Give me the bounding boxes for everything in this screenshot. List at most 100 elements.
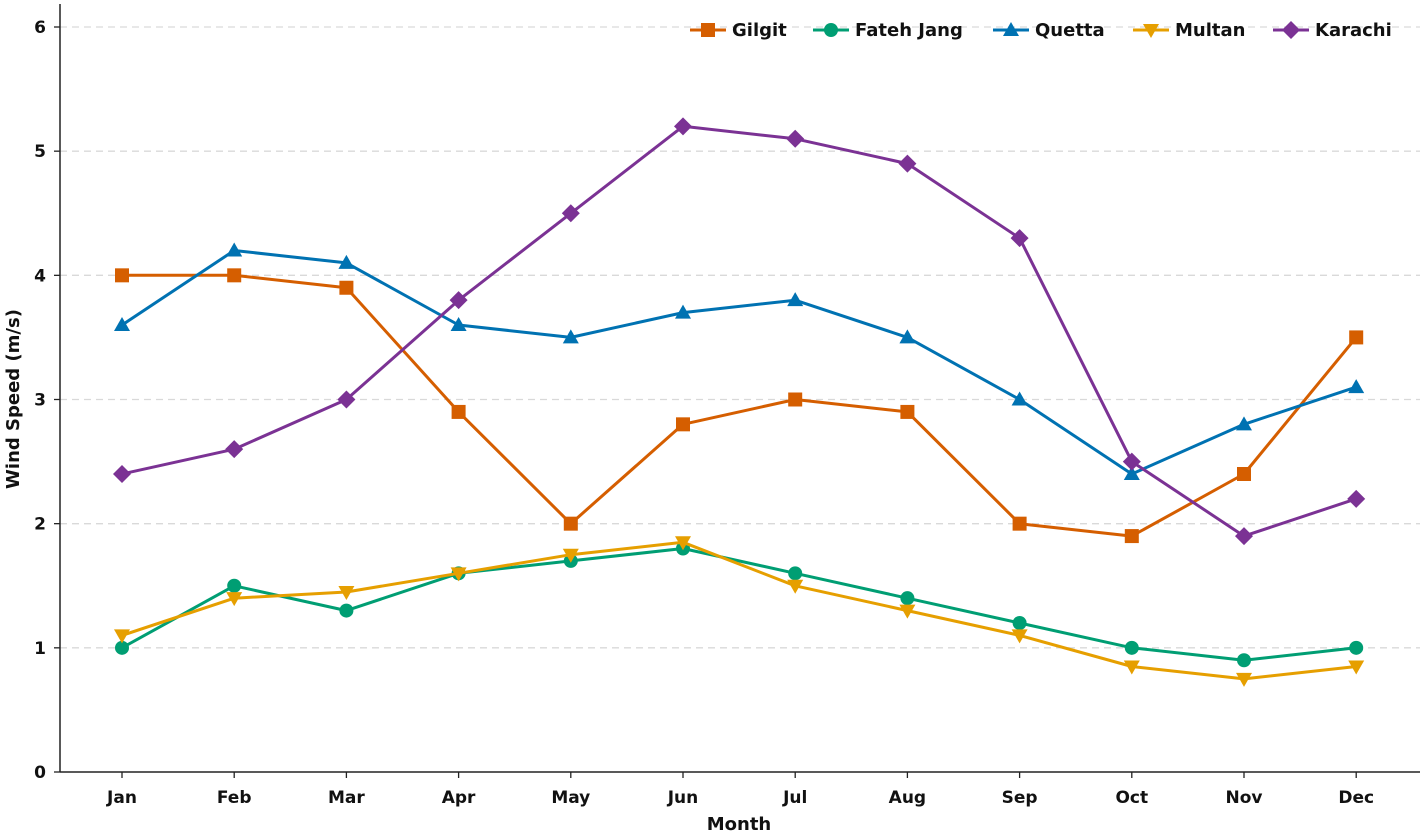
data-point bbox=[226, 242, 243, 257]
x-tick-label: Jun bbox=[667, 788, 699, 808]
data-point bbox=[1236, 672, 1252, 687]
data-point bbox=[674, 117, 692, 136]
data-point bbox=[338, 585, 355, 600]
series-line bbox=[121, 547, 1357, 662]
x-tick-label: Feb bbox=[217, 788, 252, 808]
data-point bbox=[1010, 229, 1029, 248]
data-point bbox=[787, 292, 804, 307]
data-point bbox=[1235, 527, 1253, 546]
legend-marker bbox=[701, 23, 715, 37]
x-tick-label: Jul bbox=[782, 788, 807, 808]
x-tick-label: Jan bbox=[106, 788, 137, 808]
data-point bbox=[1349, 330, 1364, 345]
data-point bbox=[900, 591, 915, 606]
series-line bbox=[121, 249, 1357, 476]
data-point bbox=[1011, 629, 1028, 644]
data-point bbox=[115, 268, 129, 283]
data-point bbox=[900, 404, 915, 419]
series-gilgit bbox=[115, 268, 1364, 544]
y-tick-label: 1 bbox=[34, 639, 46, 659]
data-point bbox=[1123, 660, 1140, 675]
data-point bbox=[1237, 467, 1251, 481]
legend-marker bbox=[1282, 21, 1300, 39]
y-tick-label: 3 bbox=[34, 391, 46, 411]
data-point bbox=[788, 392, 803, 407]
data-point bbox=[562, 329, 579, 344]
series-multan bbox=[114, 536, 1365, 687]
y-tick-label: 6 bbox=[34, 18, 46, 38]
legend-label: Gilgit bbox=[732, 20, 787, 41]
series-line bbox=[121, 540, 1357, 681]
data-point bbox=[227, 268, 242, 283]
data-point bbox=[899, 329, 916, 344]
x-tick-label: Nov bbox=[1226, 788, 1263, 808]
y-axis-ticks: 0 1 2 3 4 5 6 bbox=[34, 18, 60, 783]
data-point bbox=[899, 604, 916, 619]
data-point bbox=[786, 129, 805, 148]
data-point bbox=[562, 548, 579, 563]
x-tick-label: May bbox=[551, 788, 590, 808]
data-point bbox=[675, 536, 691, 551]
legend-marker bbox=[824, 23, 838, 37]
data-point bbox=[563, 516, 578, 531]
data-point bbox=[114, 317, 130, 331]
data-point bbox=[1012, 516, 1027, 531]
legend-marker bbox=[1003, 22, 1019, 36]
x-tick-label: Dec bbox=[1338, 788, 1374, 808]
data-point bbox=[561, 204, 580, 223]
x-axis-ticks: Jan Feb Mar Apr May Jun Jul Aug Sep Oct Nov Dec bbox=[106, 772, 1374, 808]
x-tick-label: Oct bbox=[1115, 788, 1148, 808]
legend-item: Karachi bbox=[1273, 20, 1392, 41]
data-point bbox=[1122, 452, 1141, 471]
data-point bbox=[898, 154, 917, 173]
series-fateh-jang bbox=[115, 541, 1364, 668]
data-point bbox=[1124, 529, 1139, 544]
y-tick-label: 2 bbox=[34, 515, 46, 535]
series-line bbox=[122, 273, 1358, 538]
data-point bbox=[339, 603, 354, 618]
x-axis-title: Month bbox=[707, 814, 772, 834]
data-point bbox=[787, 579, 804, 594]
data-point bbox=[1123, 466, 1140, 480]
data-point bbox=[227, 578, 242, 593]
data-point bbox=[1237, 653, 1251, 668]
data-point bbox=[449, 291, 468, 310]
axes bbox=[59, 4, 1420, 773]
legend-item: Fateh Jang bbox=[813, 20, 963, 41]
x-tick-label: Aug bbox=[889, 788, 926, 808]
series-quetta bbox=[114, 242, 1365, 480]
legend-label: Multan bbox=[1175, 20, 1245, 41]
data-point bbox=[1348, 379, 1365, 394]
series-group bbox=[113, 117, 1366, 687]
legend: Gilgit Fateh Jang Quetta Multan Karachi bbox=[690, 20, 1392, 41]
legend-marker bbox=[1143, 24, 1159, 38]
x-tick-label: Sep bbox=[1002, 788, 1038, 808]
data-point bbox=[1011, 391, 1028, 406]
x-tick-label: Apr bbox=[442, 788, 476, 808]
y-tick-label: 4 bbox=[34, 266, 46, 286]
legend-label: Karachi bbox=[1315, 20, 1392, 41]
data-point bbox=[115, 640, 129, 655]
data-point bbox=[225, 440, 244, 459]
data-point bbox=[451, 404, 466, 419]
x-tick-label: Mar bbox=[328, 788, 365, 808]
data-point bbox=[114, 629, 130, 644]
data-point bbox=[675, 304, 691, 319]
data-point bbox=[1012, 616, 1027, 630]
data-point bbox=[339, 280, 354, 295]
grid-lines bbox=[60, 26, 1420, 649]
legend-label: Quetta bbox=[1035, 20, 1105, 41]
data-point bbox=[1347, 489, 1366, 508]
data-point bbox=[338, 254, 355, 269]
data-point bbox=[1348, 660, 1365, 675]
data-point bbox=[1124, 640, 1139, 655]
legend-item: Gilgit bbox=[690, 20, 787, 41]
data-point bbox=[1349, 640, 1364, 655]
data-point bbox=[337, 390, 356, 409]
data-point bbox=[450, 317, 467, 331]
legend-label: Fateh Jang bbox=[855, 20, 963, 41]
data-point bbox=[1236, 416, 1252, 431]
data-point bbox=[788, 566, 803, 581]
data-point bbox=[450, 567, 467, 582]
